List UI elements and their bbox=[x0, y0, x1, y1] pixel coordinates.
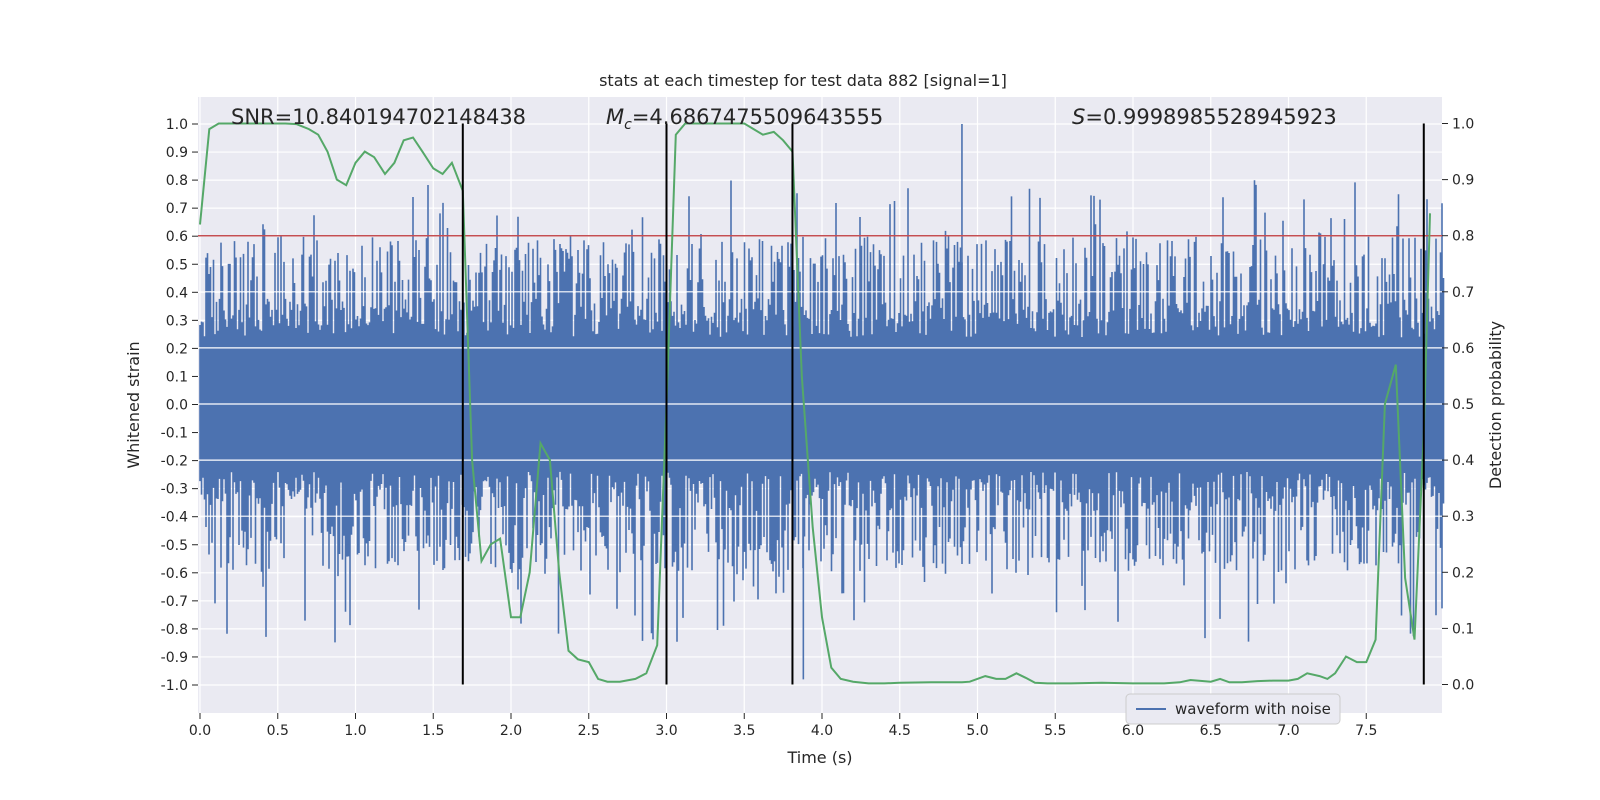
y2-tick-label: 0.5 bbox=[1452, 397, 1474, 413]
event-lines bbox=[461, 123, 1425, 685]
x-tick-label: 2.5 bbox=[578, 723, 600, 739]
y-tick-label: -0.5 bbox=[161, 538, 188, 554]
y2-tick-label: 0.8 bbox=[1452, 229, 1474, 245]
y-tick-label: 0.6 bbox=[166, 229, 188, 245]
y-tick-label: 0.7 bbox=[166, 201, 188, 217]
mc-symbol: M bbox=[606, 105, 624, 129]
axes: 0.0 0.5 1.0 1.5 2.0 2.5 3.0 3.5 4.0 4.5 5.0 5.5 6.0 6… bbox=[161, 117, 1475, 740]
y-tick-label: 0.9 bbox=[166, 145, 188, 161]
waveform-series bbox=[198, 124, 1445, 680]
x-tick-label: 5.0 bbox=[966, 723, 988, 739]
x-tick-label: 1.0 bbox=[344, 723, 366, 739]
x-tick-label: 3.0 bbox=[655, 723, 677, 739]
y-tick-label: -0.2 bbox=[161, 454, 188, 470]
x-tick-label: 4.0 bbox=[811, 723, 833, 739]
y2-tick-label: 1.0 bbox=[1452, 117, 1474, 133]
mc-value: =4.6867475509643555 bbox=[632, 105, 883, 129]
y-tick-label: -1.0 bbox=[161, 678, 188, 694]
legend: waveform with noise bbox=[1125, 693, 1341, 725]
x-tick-label: 1.5 bbox=[422, 723, 444, 739]
x-tick-label: 6.5 bbox=[1200, 723, 1222, 739]
x-tick-label: 7.5 bbox=[1355, 723, 1377, 739]
y-tick-label: -0.7 bbox=[161, 594, 188, 610]
mc-subscript: c bbox=[624, 117, 632, 133]
y2-tick-label: 0.4 bbox=[1452, 453, 1474, 469]
y-tick-label: -0.6 bbox=[161, 566, 188, 582]
y-tick-label: 1.0 bbox=[166, 117, 188, 133]
y2-tick-label: 0.3 bbox=[1452, 509, 1474, 525]
x-tick-label: 5.5 bbox=[1044, 723, 1066, 739]
legend-box bbox=[1125, 693, 1341, 725]
y-tick-label: 0.4 bbox=[166, 285, 188, 301]
y-axis-label: Whitened strain bbox=[124, 341, 143, 468]
x-tick-label: 0.0 bbox=[189, 723, 211, 739]
chart-title: stats at each timestep for test data 882… bbox=[599, 71, 1007, 90]
y-tick-label: -0.9 bbox=[161, 650, 188, 666]
y2-tick-label: 0.2 bbox=[1452, 565, 1474, 581]
y-tick-label: -0.4 bbox=[161, 510, 188, 526]
y-tick-label: -0.3 bbox=[161, 482, 188, 498]
probability-series bbox=[199, 122, 1431, 685]
y-tick-label: -0.8 bbox=[161, 622, 188, 638]
score-annotation: S=0.9998985528945923 bbox=[1072, 105, 1337, 129]
y2-tick-label: 0.9 bbox=[1452, 173, 1474, 189]
x-tick-label: 3.5 bbox=[733, 723, 755, 739]
y2-tick-label: 0.0 bbox=[1452, 678, 1474, 694]
y-tick-label: 0.3 bbox=[166, 313, 188, 329]
x-tick-label: 7.0 bbox=[1277, 723, 1299, 739]
x-tick-label: 0.5 bbox=[267, 723, 289, 739]
y-tick-label: 0.0 bbox=[166, 398, 188, 414]
chirp-mass-annotation: Mc=4.6867475509643555 bbox=[606, 105, 883, 133]
x-axis-label: Time (s) bbox=[786, 748, 852, 767]
y-tick-label: 0.5 bbox=[166, 257, 188, 273]
y2-tick-label: 0.6 bbox=[1452, 341, 1474, 357]
y-tick-label: -0.1 bbox=[161, 426, 188, 442]
y-tick-label: 0.2 bbox=[166, 341, 188, 357]
s-symbol: S bbox=[1072, 105, 1085, 129]
x-tick-label: 6.0 bbox=[1122, 723, 1144, 739]
y2-tick-label: 0.1 bbox=[1452, 621, 1474, 637]
s-value: =0.9998985528945923 bbox=[1085, 105, 1336, 129]
snr-annotation: SNR=10.840194702148438 bbox=[231, 105, 526, 129]
waveform-with-noise-line bbox=[199, 180, 1445, 643]
x-tick-label: 4.5 bbox=[889, 723, 911, 739]
detection-probability-line bbox=[199, 122, 1431, 685]
legend-label: waveform with noise bbox=[1175, 700, 1331, 718]
y2-axis-label: Detection probability bbox=[1486, 321, 1505, 489]
y-tick-label: 0.1 bbox=[166, 369, 188, 385]
y2-tick-label: 0.7 bbox=[1452, 285, 1474, 301]
x-tick-label: 2.0 bbox=[500, 723, 522, 739]
y-tick-label: 0.8 bbox=[166, 173, 188, 189]
